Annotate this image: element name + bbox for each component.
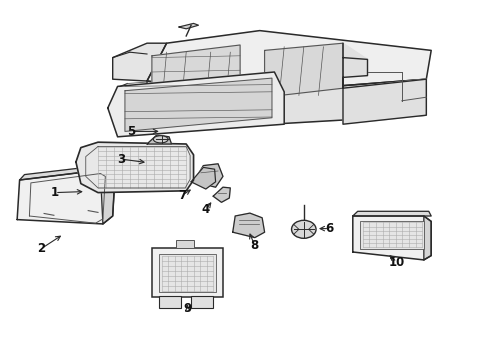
FancyBboxPatch shape: [152, 248, 223, 297]
Polygon shape: [353, 216, 431, 260]
Polygon shape: [100, 165, 115, 224]
Bar: [360, 221, 424, 249]
Polygon shape: [194, 164, 223, 187]
Polygon shape: [213, 187, 230, 202]
Polygon shape: [147, 31, 431, 94]
Polygon shape: [147, 79, 426, 126]
Text: 1: 1: [51, 186, 59, 199]
Bar: [191, 296, 213, 308]
Text: 9: 9: [184, 302, 192, 315]
Polygon shape: [353, 211, 431, 216]
Text: 4: 4: [202, 203, 210, 216]
Circle shape: [292, 220, 316, 238]
Polygon shape: [265, 43, 343, 97]
Polygon shape: [147, 135, 172, 144]
Bar: [159, 296, 181, 308]
Text: 8: 8: [251, 239, 259, 252]
Polygon shape: [20, 165, 115, 180]
Polygon shape: [17, 169, 115, 224]
Polygon shape: [179, 23, 198, 29]
Text: 6: 6: [325, 222, 333, 235]
Polygon shape: [108, 72, 284, 137]
Ellipse shape: [153, 136, 168, 143]
Text: 5: 5: [127, 125, 135, 138]
Text: 10: 10: [389, 256, 405, 269]
Bar: [176, 240, 194, 248]
Polygon shape: [191, 167, 216, 189]
Polygon shape: [233, 213, 265, 238]
Polygon shape: [125, 78, 272, 131]
FancyBboxPatch shape: [159, 254, 216, 292]
Polygon shape: [343, 43, 426, 124]
Polygon shape: [424, 216, 431, 260]
Polygon shape: [76, 142, 194, 193]
Polygon shape: [113, 43, 167, 81]
Polygon shape: [152, 45, 240, 106]
Text: 2: 2: [38, 242, 46, 255]
Text: 7: 7: [178, 189, 186, 202]
Text: 3: 3: [118, 153, 125, 166]
